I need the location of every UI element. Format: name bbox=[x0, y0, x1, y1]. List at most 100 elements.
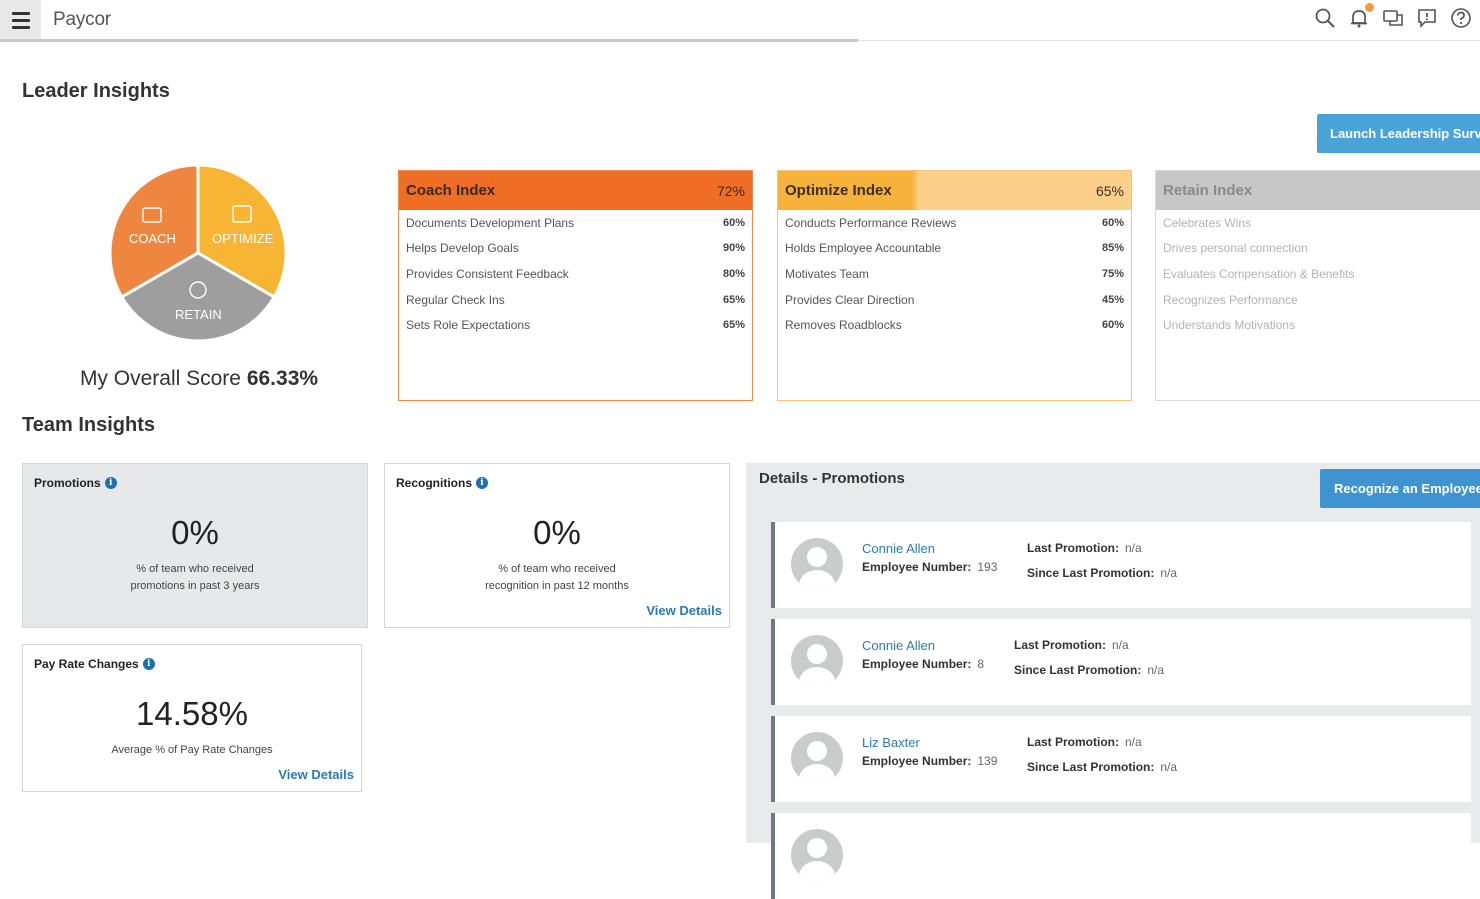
retain-index-row: Recognizes Performance bbox=[1156, 287, 1480, 313]
retain-index-row: Understands Motivations bbox=[1156, 312, 1480, 338]
details-title: Details - Promotions bbox=[759, 470, 905, 487]
optimize-index-row: Conducts Performance Reviews 60% bbox=[778, 210, 1131, 236]
bell-icon[interactable] bbox=[1348, 3, 1374, 29]
row-label: Holds Employee Accountable bbox=[785, 241, 942, 256]
last-promotion: Last Promotion: n/a bbox=[1014, 638, 1129, 652]
promotions-desc-line2: promotions in past 3 years bbox=[130, 580, 260, 592]
promotions-value: 0% bbox=[171, 514, 219, 551]
employee-name-link[interactable]: Connie Allen bbox=[862, 638, 935, 653]
help-icon[interactable] bbox=[1450, 7, 1472, 29]
paycor-logo[interactable]: Paycor bbox=[53, 9, 111, 30]
optimize-index-title: Optimize Index bbox=[785, 182, 892, 199]
recognitions-view-details-link[interactable]: View Details bbox=[646, 603, 722, 618]
field-value: n/a bbox=[1147, 663, 1165, 677]
recognitions-value: 0% bbox=[533, 514, 581, 551]
employee-number: Employee Number: 193 bbox=[862, 560, 997, 574]
employee-row[interactable]: Connie Allen Employee Number: 193 Last Pr… bbox=[771, 522, 1471, 608]
launch-leadership-survey-button[interactable]: Launch Leadership Surv bbox=[1317, 114, 1480, 153]
employee-row[interactable] bbox=[771, 813, 1471, 899]
field-value: n/a bbox=[1125, 541, 1142, 555]
employee-name-link[interactable]: Liz Baxter bbox=[862, 735, 920, 750]
recognitions-desc-line2: recognition in past 12 months bbox=[485, 580, 629, 592]
coach-index-percent: 72% bbox=[716, 182, 745, 199]
row-value: 75% bbox=[1101, 267, 1124, 280]
row-value: 65% bbox=[722, 293, 745, 306]
row-label: Drives personal connection bbox=[1163, 241, 1308, 256]
promotions-card[interactable]: Promotions i 0% % of team who received p… bbox=[22, 463, 368, 628]
card-title-text: Pay Rate Changes bbox=[34, 657, 139, 671]
retain-index-title: Retain Index bbox=[1163, 182, 1253, 199]
optimize-index-percent: 65% bbox=[1095, 182, 1124, 199]
coach-index-row: Helps Develop Goals 90% bbox=[399, 236, 752, 262]
loading-bar bbox=[0, 39, 858, 42]
info-icon[interactable]: i bbox=[142, 658, 155, 670]
field-value: 193 bbox=[977, 560, 998, 574]
coach-index-card[interactable]: Coach Index 72% Documents Development Pl… bbox=[398, 170, 753, 401]
optimize-index-row: Provides Clear Direction 45% bbox=[778, 287, 1131, 313]
feedback-icon[interactable] bbox=[1416, 7, 1438, 29]
row-value: 60% bbox=[1101, 319, 1124, 332]
retain-icon bbox=[189, 281, 207, 299]
field-label: Last Promotion: bbox=[1014, 638, 1106, 652]
since-last-promotion: Since Last Promotion: n/a bbox=[1014, 663, 1164, 677]
coach-index-header: Coach Index 72% bbox=[399, 171, 752, 210]
employee-row[interactable]: Connie Allen Employee Number: 8 Last Prom… bbox=[771, 619, 1471, 705]
optimize-index-header: Optimize Index 65% bbox=[778, 171, 1131, 210]
row-label: Recognizes Performance bbox=[1163, 292, 1298, 307]
optimize-index-row: Motivates Team 75% bbox=[778, 261, 1131, 287]
recognize-employee-button[interactable]: Recognize an Employee bbox=[1320, 469, 1480, 508]
chat-icon[interactable] bbox=[1382, 7, 1404, 29]
row-label: Provides Consistent Feedback bbox=[406, 266, 569, 281]
retain-index-row: Drives personal connection bbox=[1156, 236, 1480, 262]
optimize-index-card[interactable]: Optimize Index 65% Conducts Performance … bbox=[777, 170, 1132, 401]
retain-index-row: Evaluates Compensation & Benefits bbox=[1156, 261, 1480, 287]
employee-number: Employee Number: 8 bbox=[862, 657, 984, 671]
header-icons bbox=[1314, 3, 1472, 29]
coach-index-row: Regular Check Ins 65% bbox=[399, 287, 752, 313]
promotions-desc-line1: % of team who received bbox=[136, 563, 254, 575]
pay-rate-desc: Average % of Pay Rate Changes bbox=[111, 744, 273, 756]
pay-rate-value: 14.58% bbox=[136, 695, 248, 732]
field-value: n/a bbox=[1125, 735, 1142, 749]
since-last-promotion: Since Last Promotion: n/a bbox=[1027, 760, 1177, 774]
field-value: n/a bbox=[1160, 566, 1178, 580]
field-label: Since Last Promotion: bbox=[1027, 566, 1155, 580]
field-label: Last Promotion: bbox=[1027, 735, 1119, 749]
pay-rate-view-details-link[interactable]: View Details bbox=[278, 767, 354, 782]
avatar bbox=[791, 538, 843, 590]
recognitions-desc-line1: % of team who received bbox=[498, 563, 616, 575]
leadership-pie-chart: COACH OPTIMIZE RETAIN bbox=[105, 160, 291, 346]
pay-rate-changes-card[interactable]: Pay Rate Changes i 14.58% Average % of P… bbox=[22, 644, 362, 792]
field-value: n/a bbox=[1112, 638, 1129, 652]
team-insights-title: Team Insights bbox=[22, 414, 155, 436]
overall-score-label: My Overall Score bbox=[79, 367, 241, 390]
row-label: Sets Role Expectations bbox=[406, 318, 531, 333]
employee-name-link[interactable]: Connie Allen bbox=[862, 541, 935, 556]
optimize-icon bbox=[232, 205, 252, 223]
row-value: 80% bbox=[722, 267, 745, 280]
last-promotion: Last Promotion: n/a bbox=[1027, 541, 1142, 555]
employee-number: Employee Number: 139 bbox=[862, 754, 997, 768]
row-label: Evaluates Compensation & Benefits bbox=[1163, 266, 1355, 281]
employee-row[interactable]: Liz Baxter Employee Number: 139 Last Prom… bbox=[771, 716, 1471, 802]
field-label: Employee Number: bbox=[862, 657, 972, 671]
overall-score: My Overall Score 66.33% bbox=[0, 367, 398, 391]
top-bar: Paycor bbox=[0, 0, 1480, 42]
pie-coach-label: COACH bbox=[129, 231, 176, 246]
notification-badge bbox=[1365, 3, 1374, 12]
avatar bbox=[791, 635, 843, 687]
hamburger-menu-icon[interactable] bbox=[0, 0, 41, 41]
search-icon[interactable] bbox=[1314, 7, 1336, 29]
pie-optimize-label: OPTIMIZE bbox=[212, 231, 274, 246]
row-label: Removes Roadblocks bbox=[785, 318, 902, 333]
recognitions-card[interactable]: Recognitions i 0% % of team who received… bbox=[384, 463, 730, 628]
row-value: 65% bbox=[722, 319, 745, 332]
optimize-index-row: Removes Roadblocks 60% bbox=[778, 312, 1131, 338]
row-label: Conducts Performance Reviews bbox=[785, 215, 957, 230]
retain-index-card[interactable]: Retain Index 6 Celebrates Wins Drives pe… bbox=[1155, 170, 1480, 401]
row-value: 60% bbox=[722, 216, 745, 229]
info-icon[interactable]: i bbox=[104, 477, 117, 489]
info-icon[interactable]: i bbox=[476, 477, 489, 489]
field-label: Employee Number: bbox=[862, 560, 972, 574]
field-label: Employee Number: bbox=[862, 754, 972, 768]
